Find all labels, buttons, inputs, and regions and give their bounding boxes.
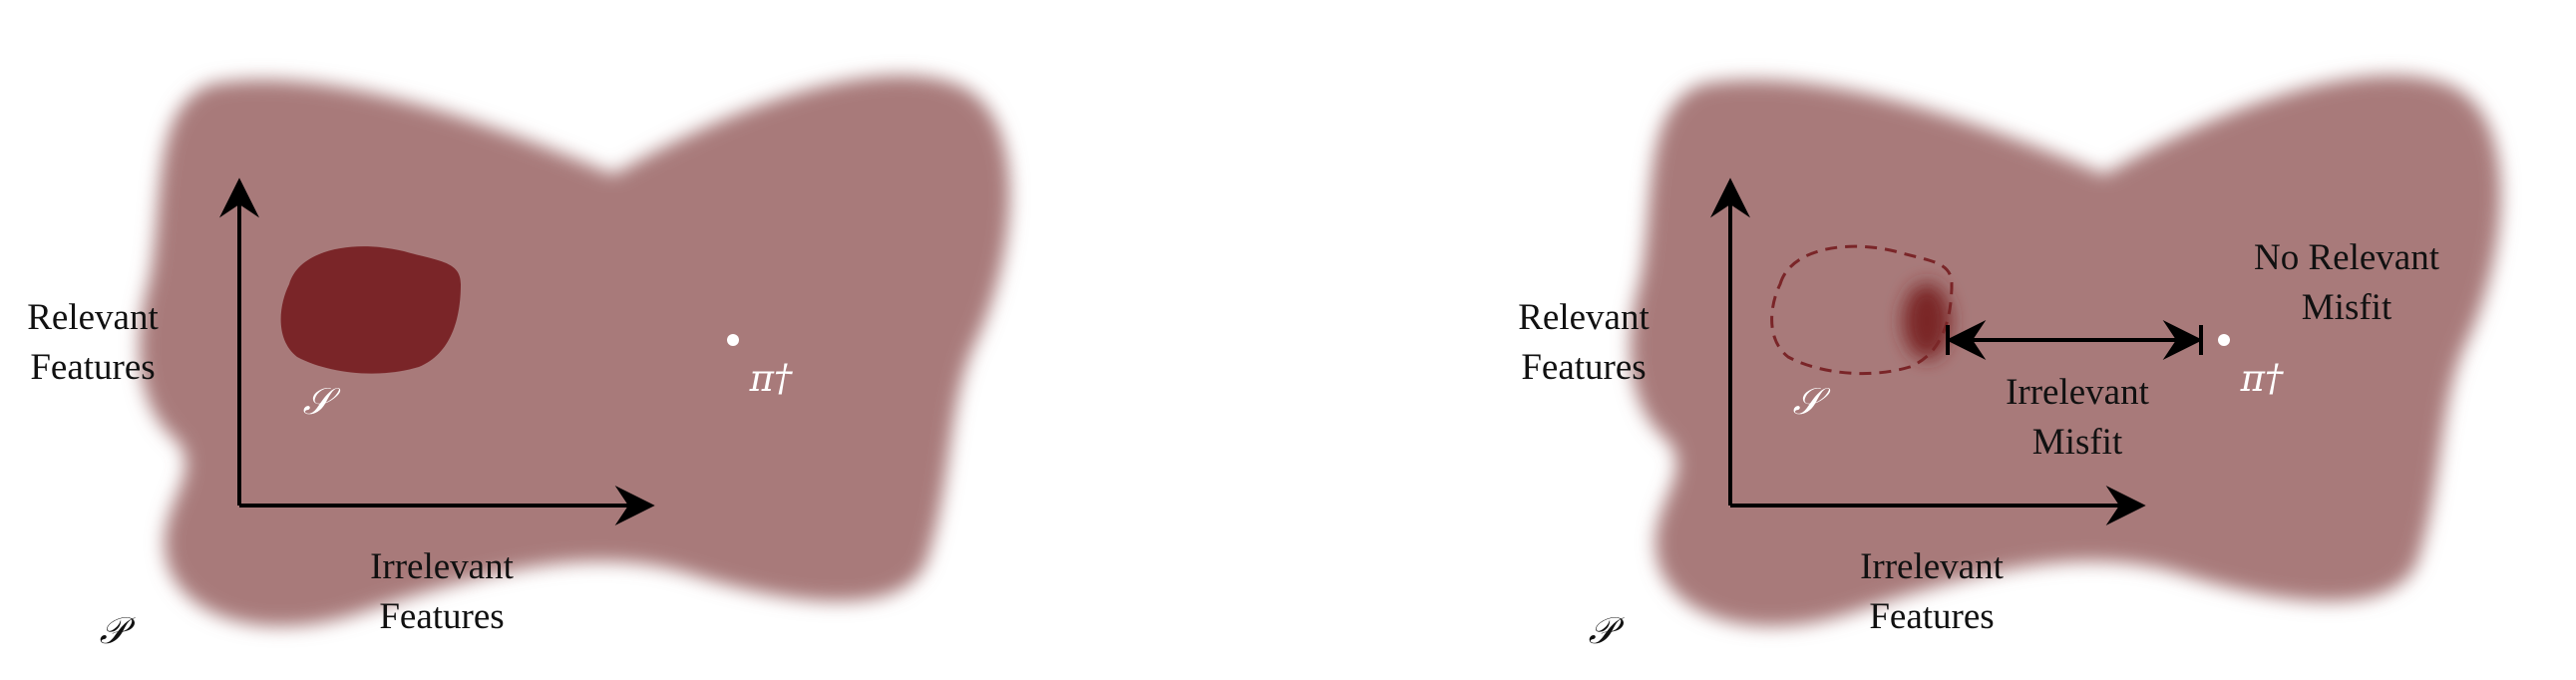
pi-dagger-point [2218, 334, 2230, 346]
space-p-label: 𝒫 [1589, 609, 1626, 652]
irrelevant-features-label-line2: Features [379, 596, 504, 637]
irrelevant-misfit-label-line1: Irrelevant [2006, 372, 2150, 413]
irrelevant-features-label-line1: Irrelevant [370, 546, 515, 587]
irrelevant-misfit-label-line2: Misfit [2032, 422, 2123, 463]
closest-point-blob [1903, 283, 1951, 359]
set-s-outline [1770, 244, 1954, 376]
no-relevant-misfit-label-line2: Misfit [2302, 287, 2392, 328]
pi-dagger-point [727, 334, 739, 346]
pi-dagger-label: π† [2240, 357, 2284, 400]
pi-dagger-label: π† [749, 357, 793, 400]
policy-space-region [1630, 75, 2501, 626]
relevant-features-label-line2: Features [30, 347, 155, 388]
panel-left: Relevant Features Irrelevant Features 𝒮 … [27, 75, 1010, 652]
policy-space-region [139, 75, 1010, 626]
relevant-features-label-line1: Relevant [27, 297, 159, 338]
set-s-region [280, 246, 461, 374]
panel-right: Relevant Features Irrelevant Features Ir… [1518, 75, 2501, 652]
relevant-features-label-line1: Relevant [1518, 297, 1650, 338]
irrelevant-features-label-line2: Features [1869, 596, 1994, 637]
irrelevant-features-label-line1: Irrelevant [1860, 546, 2005, 587]
relevant-features-label-line2: Features [1521, 347, 1646, 388]
no-relevant-misfit-label-line1: No Relevant [2254, 237, 2440, 278]
irrelevant-misfit-arrow [1946, 320, 2203, 360]
space-p-label: 𝒫 [100, 609, 137, 652]
